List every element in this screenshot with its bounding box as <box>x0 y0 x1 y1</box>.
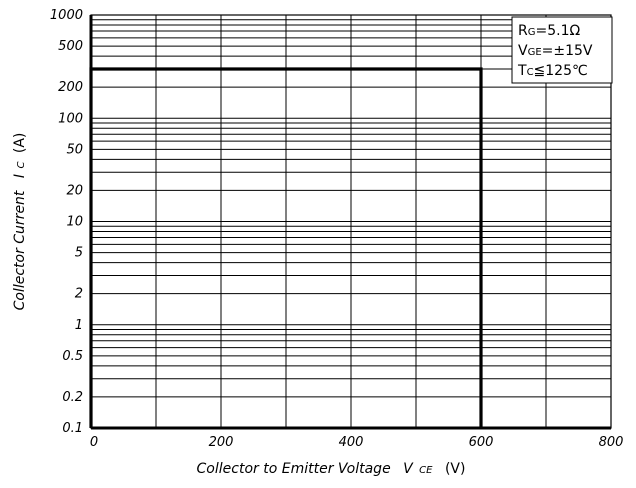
y-axis-label-symbol: I <box>12 174 28 178</box>
y-tick-label: 100 <box>58 111 83 126</box>
x-tick-label: 600 <box>469 435 494 450</box>
y-axis-label-unit: (A) <box>12 133 28 154</box>
x-axis-label-symbol-sub: CE <box>419 465 433 476</box>
x-axis-label-unit: (V) <box>445 461 466 477</box>
y-tick-label: 500 <box>58 39 83 54</box>
x-axis-label-symbol: V <box>403 461 414 477</box>
annotation-box-background <box>511 16 613 84</box>
x-tick-label: 0 <box>90 435 98 450</box>
x-axis-label-main: Collector to Emitter Voltage <box>197 461 391 477</box>
y-tick-label: 200 <box>58 80 83 95</box>
x-tick-labels: 0 200 400 600 800 <box>90 435 624 450</box>
annotation-line: TC≦125℃ <box>517 63 588 79</box>
y-tick-label: 5 <box>75 246 83 261</box>
y-axis-label: Collector Current I C (A) <box>12 133 28 311</box>
annotation-box: RG=5.1Ω VGE=±15V TC≦125℃ <box>511 16 613 84</box>
x-tick-label: 200 <box>209 435 234 450</box>
series-layer <box>89 67 483 428</box>
y-tick-label: 2 <box>75 287 83 302</box>
y-tick-labels: 0.1 0.2 0.5 1 2 5 10 20 50 100 200 500 1000 <box>50 8 83 436</box>
x-tick-label: 800 <box>599 435 624 450</box>
y-tick-label: 1000 <box>50 8 83 23</box>
y-tick-label: 50 <box>66 142 83 157</box>
y-axis-label-symbol-sub: C <box>16 162 27 169</box>
y-tick-label: 0.1 <box>62 421 83 436</box>
y-tick-label: 10 <box>66 215 83 230</box>
series-line <box>89 67 483 428</box>
x-axis-label: Collector to Emitter Voltage V CE (V) <box>197 461 466 477</box>
y-axis-label-main: Collector Current <box>12 190 28 310</box>
annotation-line: RG=5.1Ω <box>518 23 580 39</box>
annotation-line: VGE=±15V <box>518 43 593 59</box>
x-tick-label: 400 <box>339 435 364 450</box>
y-tick-label: 1 <box>75 318 83 333</box>
y-tick-label: 0.2 <box>62 390 83 405</box>
y-tick-label: 20 <box>66 183 83 198</box>
y-tick-label: 0.5 <box>62 349 83 364</box>
